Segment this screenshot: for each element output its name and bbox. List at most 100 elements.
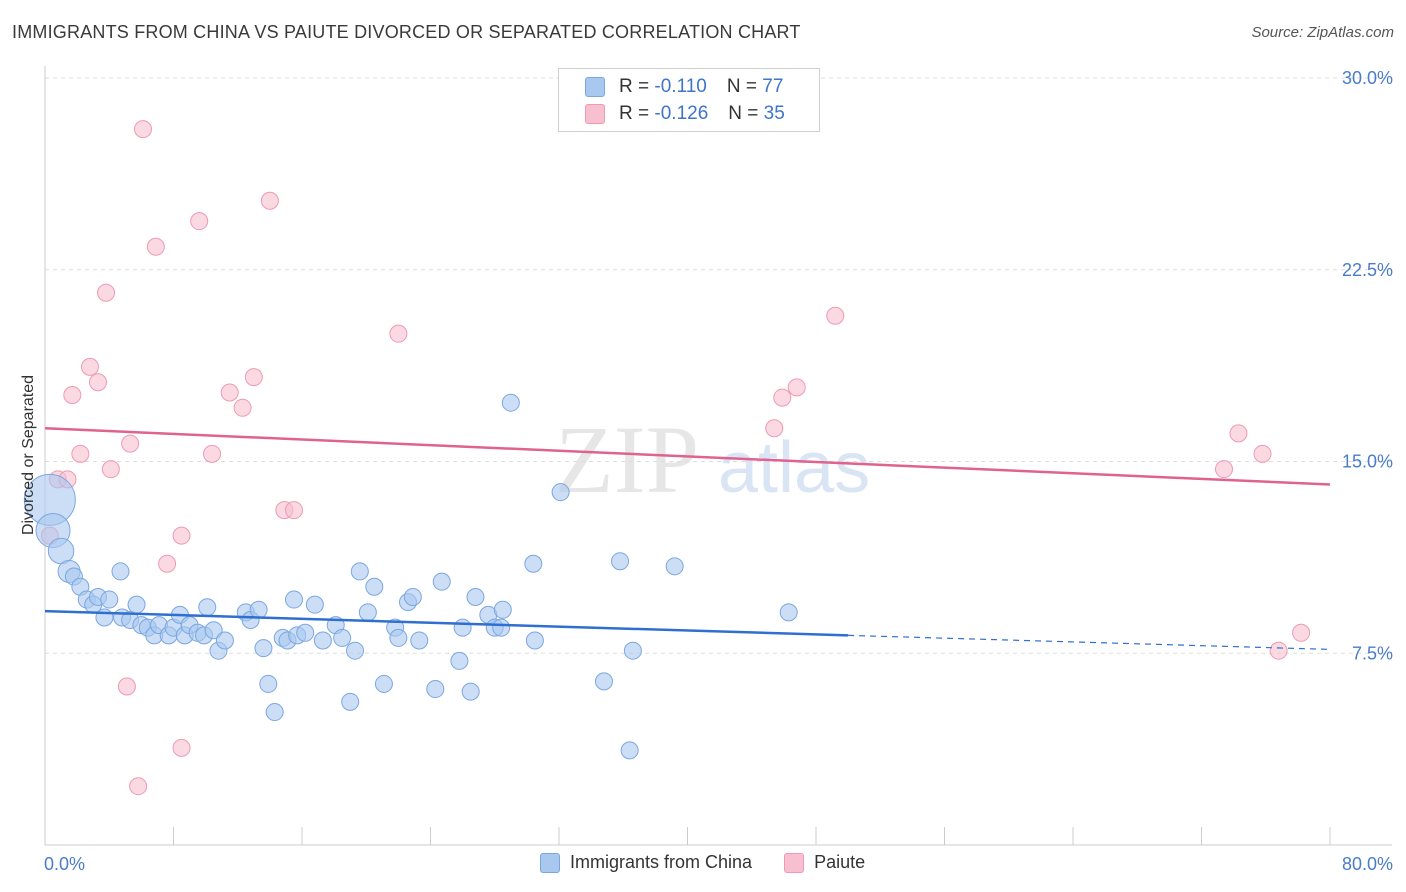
china-trend-extension (848, 634, 1331, 651)
paiute-point (101, 460, 120, 479)
paiute-point (172, 526, 191, 545)
paiute-point (284, 501, 303, 520)
china-point (620, 741, 639, 760)
paiute-point (133, 120, 152, 139)
china-point (313, 631, 332, 650)
china-point (410, 631, 429, 650)
n-value: 77 (762, 76, 784, 97)
paiute-point (129, 777, 148, 796)
n-value: 35 (763, 103, 785, 124)
paiute-point (117, 677, 136, 696)
paiute-point (765, 419, 784, 438)
watermark-zip: ZIP (555, 406, 699, 513)
china-point (341, 692, 360, 711)
watermark: ZIP atlas (555, 406, 870, 513)
china-point (611, 552, 630, 571)
paiute-swatch (585, 104, 605, 124)
china-point (594, 672, 613, 691)
china-swatch (585, 77, 605, 97)
china-point (493, 600, 512, 619)
legend-row-paiute: R = -0.126 N = 35 (585, 101, 785, 127)
r-label: R = (619, 76, 650, 97)
paiute-point (773, 388, 792, 407)
x-tick-labels: 0.0% 80.0% (44, 854, 1393, 874)
paiute-point (220, 383, 239, 402)
paiute-point (1292, 623, 1311, 642)
china-points (23, 393, 798, 760)
n-label: N = (728, 103, 759, 124)
china-point (100, 590, 119, 609)
r-label: R = (619, 103, 650, 124)
paiute-point (1253, 444, 1272, 463)
correlation-legend: R = -0.110 N = 77 R = -0.126 N = 35 (558, 68, 820, 132)
paiute-point (71, 444, 90, 463)
china-point (453, 618, 472, 637)
china-point (346, 641, 365, 660)
china-point (524, 554, 543, 573)
legend-item-china: Immigrants from China (540, 852, 752, 873)
china-point (305, 595, 324, 614)
china-point (111, 562, 130, 581)
china-point (525, 631, 544, 650)
paiute-point (260, 191, 279, 210)
china-point (358, 603, 377, 622)
r-value: -0.126 (654, 103, 709, 124)
china-point (779, 603, 798, 622)
china-point (426, 680, 445, 699)
legend-label-paiute: Paiute (814, 852, 866, 872)
china-trend-line (44, 609, 849, 637)
china-point (665, 557, 684, 576)
china-point (259, 674, 278, 693)
y-axis-label: Divorced or Separated (20, 375, 37, 535)
china-point (450, 651, 469, 670)
trend-lines (44, 427, 1331, 651)
china-point (204, 621, 223, 640)
paiute-swatch (784, 852, 805, 873)
paiute-point (233, 398, 252, 417)
legend-item-paiute: Paiute (784, 852, 865, 873)
paiute-point (121, 434, 140, 453)
china-point (249, 600, 268, 619)
r-value: -0.110 (654, 76, 707, 97)
paiute-point (389, 324, 408, 343)
y-tick-label: 15.0% (1342, 452, 1393, 472)
china-point (403, 588, 422, 607)
paiute-point (1269, 641, 1288, 660)
china-point (374, 674, 393, 693)
paiute-point (787, 378, 806, 397)
paiute-point (203, 444, 222, 463)
china-point (296, 623, 315, 642)
china-swatch (540, 852, 560, 873)
paiute-point (89, 373, 108, 392)
china-point (492, 618, 511, 637)
china-point (47, 537, 75, 565)
paiute-point (190, 212, 209, 231)
paiute-point (172, 738, 191, 757)
legend-row-china: R = -0.110 N = 77 (585, 74, 783, 100)
series-legend: Immigrants from China Paiute (540, 852, 897, 873)
y-tick-label: 30.0% (1342, 68, 1393, 88)
china-point (389, 628, 408, 647)
china-point (198, 598, 217, 617)
paiute-point (97, 283, 116, 302)
paiute-point (80, 357, 99, 376)
china-point (265, 703, 284, 722)
gridlines (45, 77, 1392, 654)
y-tick-label: 22.5% (1342, 260, 1393, 280)
n-label: N = (726, 76, 757, 97)
paiute-point (1229, 424, 1248, 443)
paiute-point (1214, 460, 1233, 479)
y-tick-label: 7.5% (1352, 643, 1393, 663)
china-point (365, 577, 384, 596)
source-label: Source: ZipAtlas.com (1251, 24, 1394, 41)
paiute-point (826, 306, 845, 325)
paiute-point (244, 368, 263, 387)
china-point (432, 572, 451, 591)
china-point (461, 682, 480, 701)
legend-label-china: Immigrants from China (570, 852, 753, 872)
y-tick-labels: 7.5% 15.0% 22.5% 30.0% (1342, 68, 1393, 663)
watermark-atlas: atlas (718, 428, 870, 508)
china-point (551, 483, 570, 502)
china-point (333, 628, 352, 647)
